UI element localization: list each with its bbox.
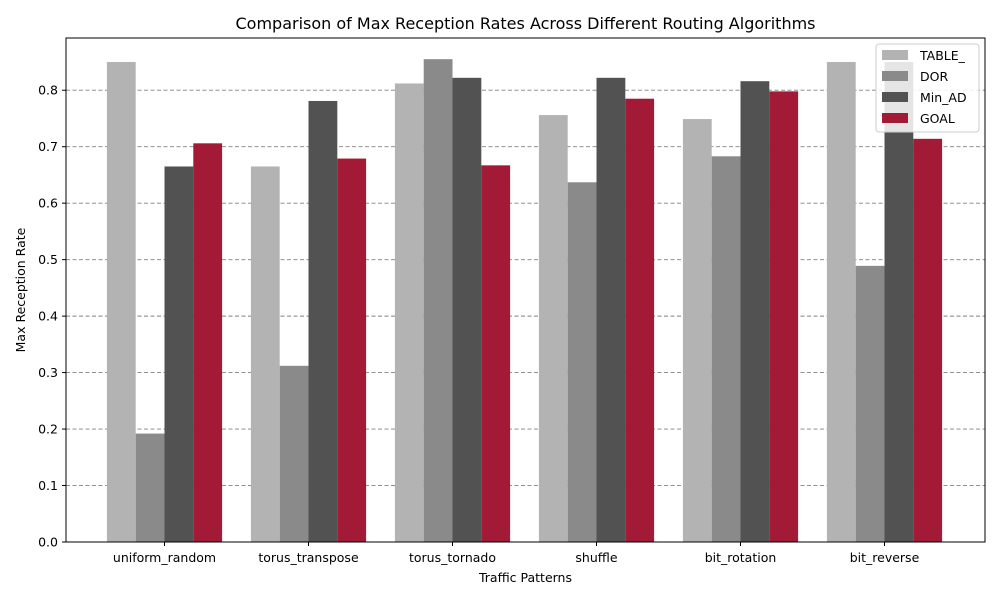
x-tick-label: shuffle	[575, 550, 617, 565]
bar-table-bit-reverse	[826, 62, 856, 542]
bar-table-uniform-random	[106, 62, 136, 542]
legend-swatch	[882, 71, 908, 81]
bar-dor-torus-tornado	[423, 59, 453, 542]
legend-swatch	[882, 113, 908, 123]
bar-goal-bit-rotation	[769, 91, 799, 542]
bar-min-ad-torus-tornado	[452, 77, 482, 542]
legend-label: GOAL	[920, 111, 955, 126]
x-tick-label: uniform_random	[113, 550, 216, 565]
y-tick-label: 0.2	[38, 422, 58, 437]
legend-label: DOR	[920, 69, 948, 84]
bar-dor-shuffle	[567, 182, 597, 542]
x-tick-label: bit_rotation	[705, 550, 777, 565]
y-tick-label: 0.3	[38, 365, 58, 380]
bar-dor-torus-transpose	[279, 365, 309, 542]
x-tick-label: torus_tornado	[409, 550, 496, 565]
legend-swatch	[882, 50, 908, 60]
bar-dor-uniform-random	[135, 433, 165, 542]
bars	[106, 59, 943, 543]
bar-goal-shuffle	[625, 98, 655, 543]
bar-min-ad-shuffle	[596, 77, 626, 542]
x-axis-ticks: uniform_random torus_transpose torus_torna…	[113, 542, 920, 565]
y-tick-label: 0.0	[38, 535, 58, 550]
bar-dor-bit-rotation	[711, 156, 741, 542]
y-axis-ticks: 0.0 0.1 0.2 0.3 0.4 0.5 0.6 0.7 0.8	[38, 83, 66, 550]
bar-min-ad-torus-transpose	[308, 100, 338, 542]
y-tick-label: 0.6	[38, 196, 58, 211]
bar-table-torus-tornado	[394, 83, 424, 542]
y-tick-label: 0.5	[38, 252, 58, 267]
bar-goal-uniform-random	[193, 143, 223, 543]
legend-label: Min_AD	[920, 90, 967, 105]
x-tick-label: bit_reverse	[850, 550, 920, 565]
bar-table-shuffle	[538, 115, 568, 543]
legend-box	[875, 43, 980, 133]
bar-goal-torus-tornado	[481, 165, 511, 542]
y-tick-label: 0.7	[38, 139, 58, 154]
legend-label: TABLE_	[919, 48, 966, 63]
bar-table-torus-transpose	[250, 166, 280, 542]
bar-min-ad-uniform-random	[164, 166, 194, 542]
bar-min-ad-bit-reverse	[884, 62, 914, 542]
legend-swatch	[882, 92, 908, 102]
y-tick-label: 0.8	[38, 83, 58, 98]
bar-goal-bit-reverse	[913, 138, 943, 543]
legend: TABLE_ DOR Min_AD GOAL	[875, 43, 980, 133]
bar-table-bit-rotation	[682, 119, 712, 543]
plot-frame	[65, 37, 986, 543]
bar-min-ad-bit-rotation	[740, 81, 770, 542]
y-axis-label: Max Reception Rate	[13, 227, 28, 352]
bar-dor-bit-reverse	[855, 265, 885, 542]
chart-title: Comparison of Max Reception Rates Across…	[236, 14, 816, 33]
y-tick-label: 0.4	[38, 309, 58, 324]
y-tick-label: 0.1	[38, 478, 58, 493]
bar-goal-torus-transpose	[337, 158, 367, 543]
x-tick-label: torus_transpose	[258, 550, 359, 565]
x-axis-label: Traffic Patterns	[478, 570, 572, 585]
